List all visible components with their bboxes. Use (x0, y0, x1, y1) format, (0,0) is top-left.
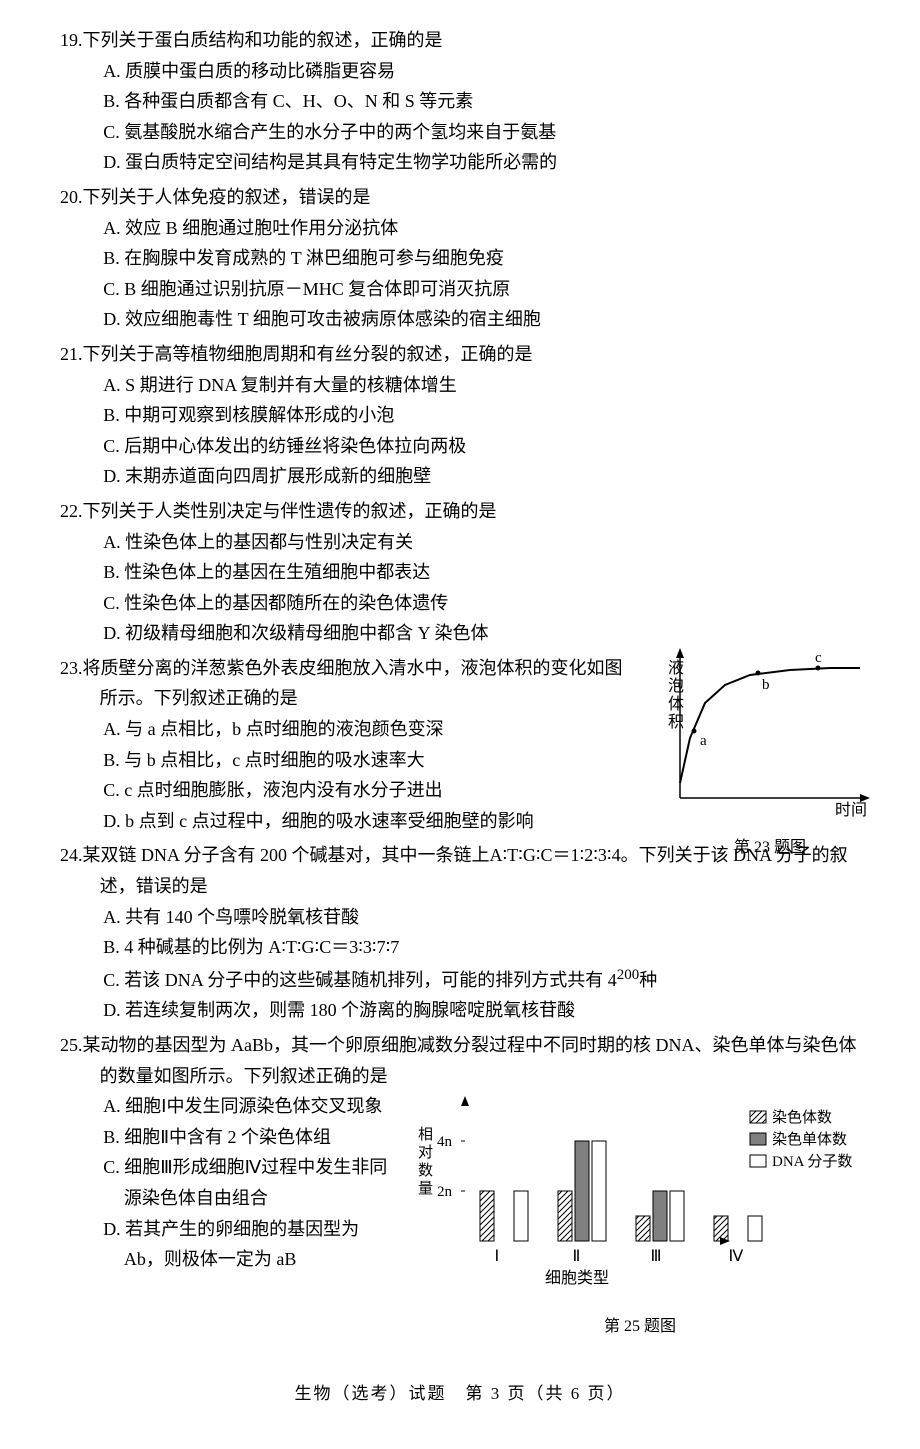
page-footer: 生物（选考）试题 第 3 页（共 6 页） (60, 1380, 860, 1409)
option-a: A. S 期进行 DNA 复制并有大量的核糖体增生 (103, 370, 860, 401)
options: A. 效应 B 细胞通过胞吐作用分泌抗体 B. 在胸腺中发育成熟的 T 淋巴细胞… (60, 213, 860, 335)
svg-text:细胞类型: 细胞类型 (545, 1269, 609, 1287)
svg-text:2n: 2n (437, 1184, 453, 1200)
option-b: B. 在胸腺中发育成熟的 T 淋巴细胞可参与细胞免疫 (103, 243, 860, 274)
option-c: C. 若该 DNA 分子中的这些碱基随机排列，可能的排列方式共有 4200种 (103, 963, 860, 996)
question-19: 19.下列关于蛋白质结构和功能的叙述，正确的是 A. 质膜中蛋白质的移动比磷脂更… (60, 25, 860, 178)
question-25: 25.某动物的基因型为 AaBb，其一个卵原细胞减数分裂过程中不同时期的核 DN… (60, 1030, 860, 1340)
q-number: 24. (60, 845, 83, 865)
options: A. 性染色体上的基因都与性别决定有关 B. 性染色体上的基因在生殖细胞中都表达… (60, 527, 860, 649)
option-c: C. 细胞Ⅲ形成细胞Ⅳ过程中发生非同源染色体自由组合 (103, 1152, 400, 1213)
q-text: 下列关于高等植物细胞周期和有丝分裂的叙述，正确的是 (83, 344, 533, 364)
options: A. 细胞Ⅰ中发生同源染色体交叉现象 B. 细胞Ⅱ中含有 2 个染色体组 C. … (60, 1091, 400, 1275)
option-a: A. 性染色体上的基因都与性别决定有关 (103, 527, 860, 558)
svg-text:染色体数: 染色体数 (772, 1109, 832, 1126)
option-b: B. 中期可观察到核膜解体形成的小泡 (103, 400, 860, 431)
q-number: 19. (60, 30, 83, 50)
svg-text:泡: 泡 (668, 677, 684, 695)
q-text: 某动物的基因型为 AaBb，其一个卵原细胞减数分裂过程中不同时期的核 DNA、染… (83, 1035, 857, 1086)
option-c: C. 性染色体上的基因都随所在的染色体遗传 (103, 588, 860, 619)
svg-text:Ⅲ: Ⅲ (651, 1248, 662, 1265)
q-text: 某双链 DNA 分子含有 200 个碱基对，其中一条链上A∶T∶G∶C＝1∶2∶… (83, 845, 848, 896)
svg-text:时间: 时间 (835, 801, 867, 819)
question-20: 20.下列关于人体免疫的叙述，错误的是 A. 效应 B 细胞通过胞吐作用分泌抗体… (60, 182, 860, 335)
option-a: A. 共有 140 个鸟嘌呤脱氧核苷酸 (103, 902, 860, 933)
question-24: 24.某双链 DNA 分子含有 200 个碱基对，其中一条链上A∶T∶G∶C＝1… (60, 840, 860, 1026)
option-c: C. 后期中心体发出的纺锤丝将染色体拉向两极 (103, 431, 860, 462)
q-number: 23. (60, 658, 83, 678)
option-c-pre: C. 若该 DNA 分子中的这些碱基随机排列，可能的排列方式共有 4 (103, 970, 617, 990)
q-text: 下列关于蛋白质结构和功能的叙述，正确的是 (83, 30, 443, 50)
svg-text:体: 体 (668, 695, 684, 713)
option-c-post: 种 (639, 970, 657, 990)
question-stem: 24.某双链 DNA 分子含有 200 个碱基对，其中一条链上A∶T∶G∶C＝1… (60, 840, 860, 901)
option-d: D. 蛋白质特定空间结构是其具有特定生物学功能所必需的 (103, 147, 860, 178)
q-text: 下列关于人体免疫的叙述，错误的是 (83, 187, 371, 207)
svg-text:Ⅳ: Ⅳ (729, 1248, 744, 1265)
q-text: 将质壁分离的洋葱紫色外表皮细胞放入清水中，液泡体积的变化如图所示。下列叙述正确的… (83, 658, 623, 709)
svg-text:a: a (700, 733, 707, 749)
option-c: C. B 细胞通过识别抗原－MHC 复合体即可消灭抗原 (103, 274, 860, 305)
q-number: 22. (60, 501, 83, 521)
question-stem: 21.下列关于高等植物细胞周期和有丝分裂的叙述，正确的是 (60, 339, 860, 370)
figure-caption: 第 25 题图 (410, 1313, 870, 1340)
chart-25: 2n 4n相对数量 Ⅰ Ⅱ Ⅲ Ⅳ 细胞类型 染色体数染色单体数 DNA 分子数 (410, 1091, 870, 1301)
option-d: D. 末期赤道面向四周扩展形成新的细胞壁 (103, 461, 860, 492)
options: A. 共有 140 个鸟嘌呤脱氧核苷酸 B. 4 种碱基的比例为 A∶T∶G∶C… (60, 902, 860, 1026)
q-number: 20. (60, 187, 83, 207)
svg-text:数: 数 (418, 1162, 433, 1179)
figure-23: a b c 液 泡 体 积 时间 第 23 题图 (660, 643, 880, 862)
option-b: B. 4 种碱基的比例为 A∶T∶G∶C＝3∶3∶7∶7 (103, 932, 860, 963)
question-stem: 25.某动物的基因型为 AaBb，其一个卵原细胞减数分裂过程中不同时期的核 DN… (60, 1030, 860, 1091)
svg-text:c: c (815, 650, 822, 666)
option-a,: A. 细胞Ⅰ中发生同源染色体交叉现象 (103, 1091, 400, 1122)
question-stem: 22.下列关于人类性别决定与伴性遗传的叙述，正确的是 (60, 496, 860, 527)
question-21: 21.下列关于高等植物细胞周期和有丝分裂的叙述，正确的是 A. S 期进行 DN… (60, 339, 860, 492)
svg-text:Ⅱ: Ⅱ (573, 1248, 581, 1265)
option-b: B. 性染色体上的基因在生殖细胞中都表达 (103, 557, 860, 588)
option-d: D. 若其产生的卵细胞的基因型为 Ab，则极体一定为 aB (103, 1214, 400, 1275)
figure-25: 2n 4n相对数量 Ⅰ Ⅱ Ⅲ Ⅳ 细胞类型 染色体数染色单体数 DNA 分子数 第 25 题图 (400, 1091, 870, 1340)
option-a: A. 效应 B 细胞通过胞吐作用分泌抗体 (103, 213, 860, 244)
question-stem: 20.下列关于人体免疫的叙述，错误的是 (60, 182, 860, 213)
svg-text:染色单体数: 染色单体数 (772, 1131, 847, 1148)
question-stem: 19.下列关于蛋白质结构和功能的叙述，正确的是 (60, 25, 860, 56)
option-d: D. 效应细胞毒性 T 细胞可攻击被病原体感染的宿主细胞 (103, 304, 860, 335)
option-a: A. 质膜中蛋白质的移动比磷脂更容易 (103, 56, 860, 87)
svg-text:DNA 分子数: DNA 分子数 (772, 1153, 852, 1170)
option-c-sup: 200 (617, 967, 640, 983)
svg-text:Ⅰ: Ⅰ (495, 1248, 500, 1265)
option-b: B. 细胞Ⅱ中含有 2 个染色体组 (103, 1122, 400, 1153)
options: A. 质膜中蛋白质的移动比磷脂更容易 B. 各种蛋白质都含有 C、H、O、N 和… (60, 56, 860, 178)
option-b: B. 各种蛋白质都含有 C、H、O、N 和 S 等元素 (103, 86, 860, 117)
q-number: 25. (60, 1035, 83, 1055)
chart-23: a b c 液 泡 体 积 时间 (660, 643, 880, 823)
q-text: 下列关于人类性别决定与伴性遗传的叙述，正确的是 (83, 501, 497, 521)
options: A. S 期进行 DNA 复制并有大量的核糖体增生 B. 中期可观察到核膜解体形… (60, 370, 860, 492)
question-23: a b c 液 泡 体 积 时间 第 23 题图 23.将质壁分离的洋葱紫色外表… (60, 653, 860, 837)
svg-text:液: 液 (668, 659, 684, 677)
svg-text:相: 相 (418, 1126, 433, 1143)
svg-text:积: 积 (668, 713, 684, 731)
q-number: 21. (60, 344, 83, 364)
question-22: 22.下列关于人类性别决定与伴性遗传的叙述，正确的是 A. 性染色体上的基因都与… (60, 496, 860, 649)
svg-text:b: b (762, 677, 770, 693)
option-d: D. 若连续复制两次，则需 180 个游离的胸腺嘧啶脱氧核苷酸 (103, 995, 860, 1026)
svg-text:对: 对 (418, 1144, 433, 1161)
svg-text:量: 量 (418, 1181, 433, 1197)
svg-text:4n: 4n (437, 1134, 453, 1150)
option-c: C. 氨基酸脱水缩合产生的水分子中的两个氢均来自于氨基 (103, 117, 860, 148)
